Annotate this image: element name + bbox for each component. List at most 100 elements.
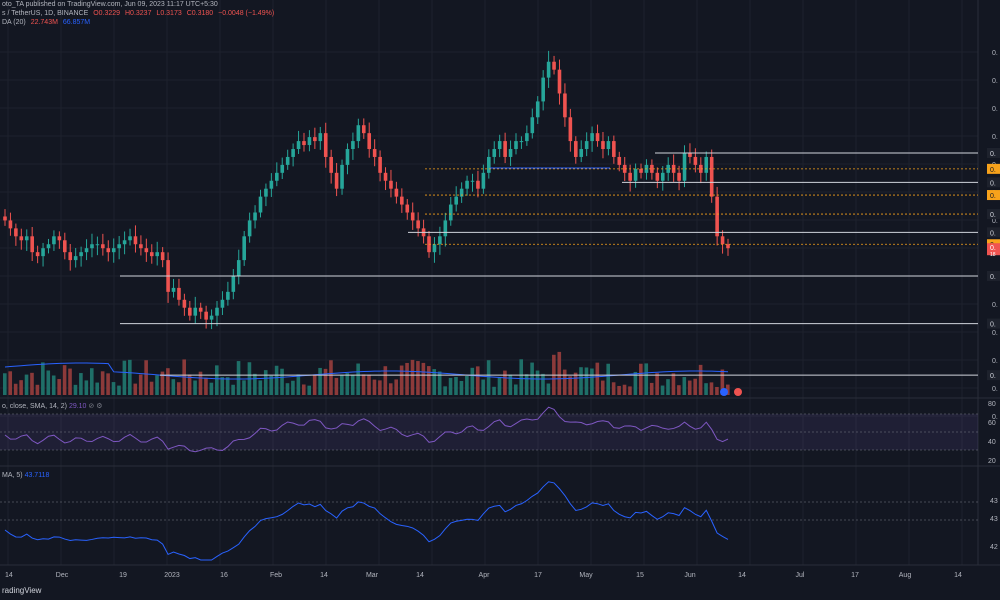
volume-bar — [709, 382, 714, 395]
eye-icon[interactable]: ⊘ ⚙ — [88, 403, 103, 410]
candle-body — [394, 188, 399, 197]
volume-bar — [519, 359, 524, 395]
volume-bar — [30, 372, 34, 395]
volume-bar — [171, 379, 176, 395]
volume-bar — [19, 380, 23, 395]
volume-bar — [427, 366, 431, 395]
current-price-label: 0. — [990, 245, 996, 252]
volume-bar — [62, 365, 67, 395]
time-tick: May — [579, 572, 593, 579]
volume-bar — [465, 375, 469, 395]
volume-bar — [666, 379, 670, 395]
tradingview-watermark: radingView — [2, 586, 42, 595]
candle-body — [492, 149, 497, 157]
candle-body — [525, 133, 529, 142]
time-tick: Dec — [56, 572, 69, 579]
volume-bar — [644, 363, 649, 395]
candle-body — [709, 156, 714, 197]
volume-bar — [649, 382, 654, 395]
osc-label: MA, 5) — [2, 472, 23, 479]
ma-label: DA (20) — [2, 19, 26, 26]
volume-bar — [291, 380, 295, 395]
volume-bar — [633, 371, 638, 395]
candle-body — [633, 168, 638, 181]
close-value: C0.3180 — [186, 10, 214, 17]
volume-bar — [307, 385, 312, 395]
price-label-bg — [987, 209, 1000, 220]
price-tick: 0. — [992, 330, 998, 337]
volume-bar — [296, 374, 301, 395]
candle-body — [639, 168, 643, 173]
volume-bar — [628, 386, 632, 395]
candle-body — [242, 236, 246, 261]
candle-body — [177, 287, 181, 300]
volume-bar — [285, 383, 290, 395]
candle-body — [117, 244, 121, 249]
osc-header: MA, 5) 43.7118 — [2, 472, 49, 479]
volume-bar — [416, 361, 420, 395]
volume-bar — [671, 373, 676, 395]
candle-body — [188, 307, 192, 316]
time-axis: 14 Dec 19 2023 16 Feb 14 Mar 14 Apr 17 May 15 Jun 14 Ju… — [5, 572, 962, 579]
candle-body — [541, 77, 545, 102]
volume-bar — [149, 381, 154, 395]
candle-body — [144, 248, 149, 253]
candle-body — [160, 252, 165, 261]
rsi-header: o, close, SMA, 14, 2) 29.10 ⊘ ⚙ — [2, 402, 103, 410]
candle-body — [563, 93, 567, 118]
candle-body — [519, 141, 524, 143]
volume-bar — [138, 374, 143, 395]
volume-bar — [68, 368, 72, 395]
candle-body — [470, 180, 475, 182]
volume-bar — [242, 380, 246, 395]
volume-bar — [595, 362, 600, 395]
volume-bar — [144, 360, 148, 395]
volume-bar — [367, 374, 371, 395]
price-tick: 0. — [992, 134, 998, 141]
time-tick: 16 — [220, 572, 228, 579]
candle-body — [666, 164, 671, 173]
candle-body — [704, 156, 709, 173]
volume-bar — [568, 376, 572, 395]
time-tick: Jun — [684, 572, 695, 579]
candle-body — [334, 172, 339, 189]
rsi-tick: 60 — [988, 420, 996, 427]
volume-bar — [579, 367, 583, 395]
candle-body — [617, 156, 622, 165]
candle-body — [389, 180, 393, 189]
candle-body — [62, 240, 67, 253]
volume-bar — [421, 362, 426, 395]
volume-bar — [24, 374, 29, 395]
volume-bar — [584, 367, 589, 395]
candle-body — [318, 133, 323, 142]
volume-bar — [606, 363, 611, 395]
candle-body — [606, 141, 611, 150]
candle-body — [552, 61, 556, 70]
volume-bar — [611, 382, 616, 395]
candle-body — [14, 228, 18, 237]
rsi-tick: 20 — [988, 458, 996, 465]
volume-bar — [225, 377, 230, 395]
candle-body — [209, 315, 214, 320]
volume-bar — [372, 379, 377, 395]
volume-bar — [198, 371, 203, 395]
candle-body — [688, 152, 692, 157]
price-tick: 0. — [992, 106, 998, 113]
volume-bar — [726, 384, 730, 395]
candle-body — [313, 137, 317, 142]
volume-bar — [236, 361, 241, 395]
candle-body — [90, 244, 94, 249]
volume-bar — [117, 385, 121, 395]
volume-bar — [312, 375, 317, 395]
indicators: 80 60 40 20 43 43 42 — [0, 388, 998, 561]
candle-body — [405, 204, 410, 213]
time-tick: 14 — [320, 572, 328, 579]
candle-body — [579, 149, 584, 157]
volume-bar — [600, 380, 605, 395]
candle-body — [584, 141, 589, 150]
candle-body — [79, 252, 83, 257]
candle-body — [236, 260, 241, 276]
time-tick: 14 — [416, 572, 424, 579]
volume-bar — [100, 371, 105, 395]
